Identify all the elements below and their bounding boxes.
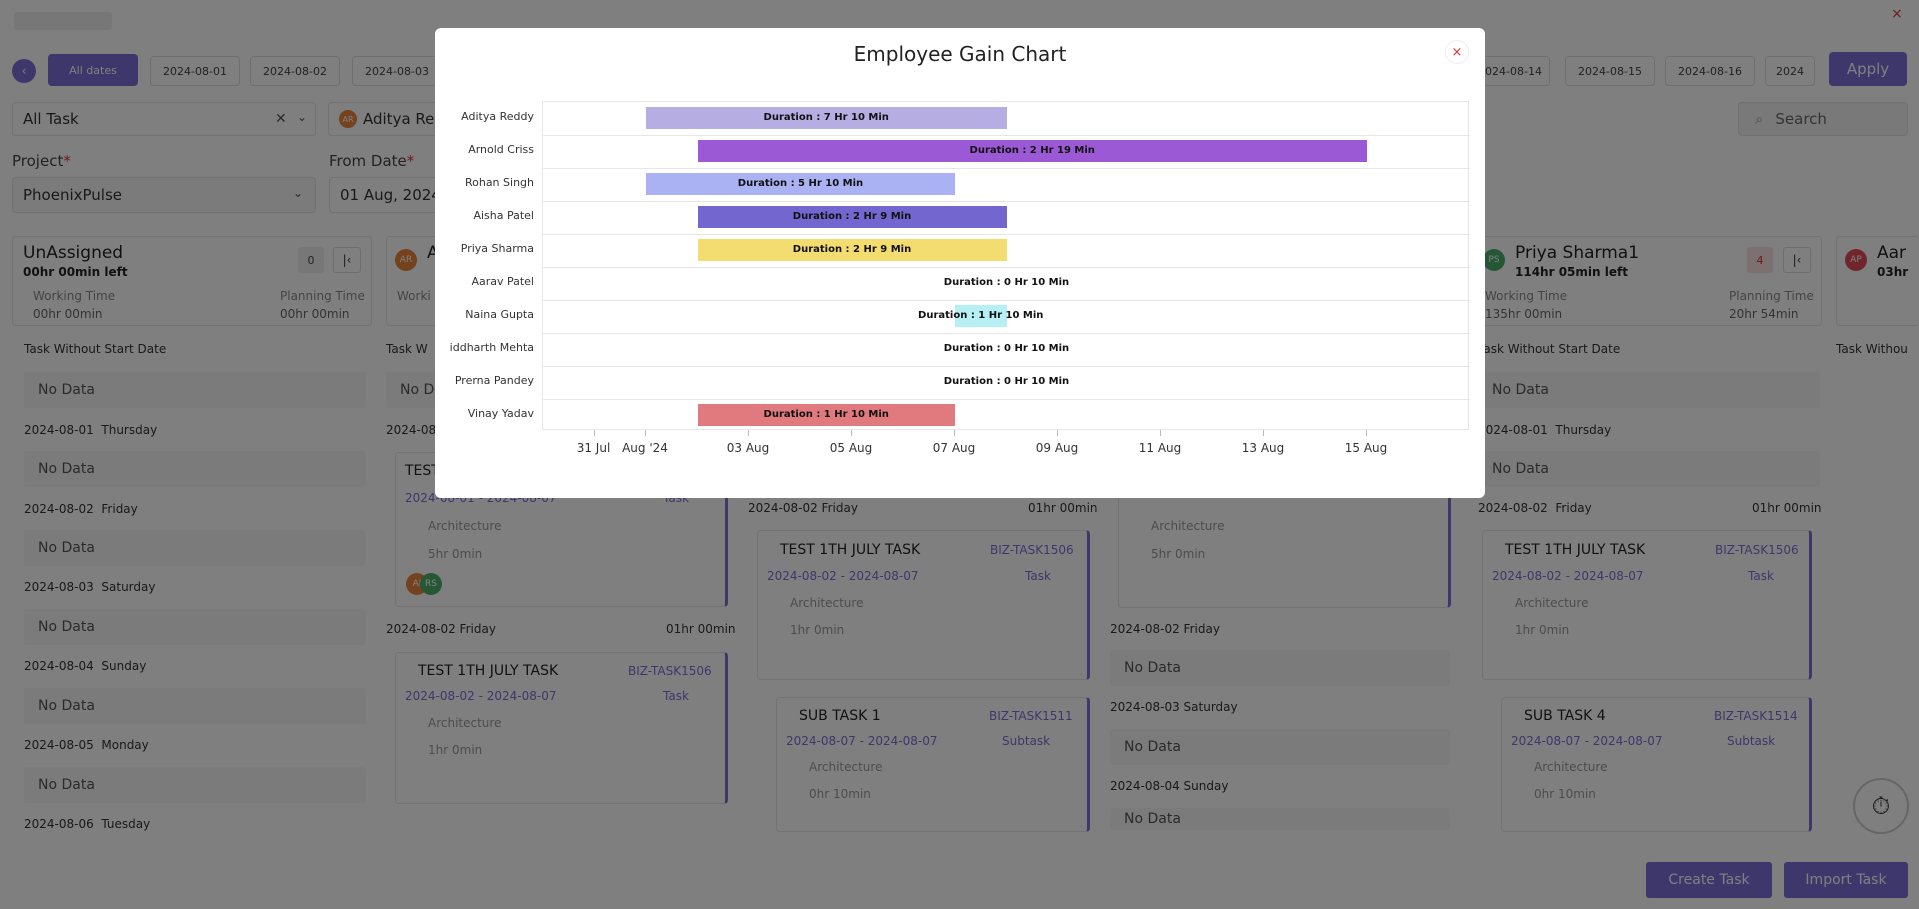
employee-name: Priya Sharma	[460, 242, 534, 255]
x-tick-label: 07 Aug	[932, 441, 976, 455]
employee-name: Naina Gupta	[465, 308, 534, 321]
gantt-bar[interactable]	[646, 173, 955, 195]
gantt-bar-label: Duration : 0 Hr 10 Min	[943, 277, 1070, 288]
employee-name: Vinay Yadav	[467, 407, 534, 420]
x-tick-mark	[1057, 430, 1058, 436]
x-tick-label: 11 Aug	[1138, 441, 1182, 455]
gantt-bar[interactable]	[646, 107, 1007, 129]
x-tick-mark	[851, 430, 852, 436]
modal-title: Employee Gain Chart	[853, 42, 1067, 66]
x-tick-mark	[748, 430, 749, 436]
gantt-bar-label: Duration : 1 Hr 10 Min	[918, 310, 1044, 321]
row-gridline	[543, 168, 1470, 169]
x-tick-mark	[593, 430, 595, 436]
gantt-bar-label: Duration : 2 Hr 19 Min	[969, 145, 1095, 156]
gantt-bar-label: Duration : 2 Hr 9 Min	[792, 211, 912, 222]
gantt-bar[interactable]	[697, 140, 1367, 162]
gantt-bar[interactable]	[955, 305, 1007, 327]
employee-name: iddharth Mehta	[449, 341, 534, 354]
gantt-bar[interactable]	[697, 404, 955, 426]
row-gridline	[543, 333, 1470, 334]
gantt-bar-label: Duration : 1 Hr 10 Min	[763, 409, 889, 420]
x-tick-mark	[1160, 430, 1161, 436]
row-gridline	[543, 366, 1470, 367]
x-tick-mark	[954, 430, 955, 436]
x-tick-mark	[645, 430, 646, 436]
gantt-bar-label: Duration : 2 Hr 9 Min	[792, 244, 912, 255]
row-gridline	[543, 300, 1470, 301]
gantt-bar-label: Duration : 0 Hr 10 Min	[943, 376, 1070, 387]
x-tick-mark	[1263, 430, 1264, 436]
row-gridline	[543, 234, 1470, 235]
x-tick-label: Aug '24	[622, 441, 668, 455]
gantt-bar[interactable]	[697, 239, 1007, 261]
x-tick-label: 03 Aug	[726, 441, 770, 455]
x-tick-label: 31 Jul	[576, 441, 611, 455]
employee-name: Arnold Criss	[468, 143, 534, 156]
gantt-bar-label: Duration : 7 Hr 10 Min	[763, 112, 889, 123]
employee-name: Aisha Patel	[473, 209, 534, 222]
employee-name: Aarav Patel	[471, 275, 534, 288]
employee-name: Aditya Reddy	[461, 110, 534, 123]
gantt-plot-area: Duration : 7 Hr 10 Min Duration : 2 Hr 19…	[542, 101, 1470, 430]
x-tick-label: 05 Aug	[829, 441, 873, 455]
row-gridline	[543, 135, 1470, 136]
row-gridline	[543, 267, 1470, 268]
close-icon[interactable]: ×	[1445, 40, 1469, 64]
employee-gain-chart-modal: Employee Gain Chart × Aditya Reddy Arnold…	[435, 28, 1485, 498]
gantt-bar-label: Duration : 5 Hr 10 Min	[737, 178, 864, 189]
employee-name: Prerna Pandey	[454, 374, 534, 387]
x-tick-label: 15 Aug	[1344, 441, 1388, 455]
x-tick-mark	[1366, 430, 1367, 436]
row-gridline	[543, 399, 1470, 400]
gantt-bar-label: Duration : 0 Hr 10 Min	[943, 343, 1070, 354]
gantt-bar[interactable]	[697, 206, 1007, 228]
row-gridline	[543, 201, 1470, 202]
employee-name: Rohan Singh	[464, 176, 534, 189]
x-tick-label: 09 Aug	[1035, 441, 1079, 455]
x-tick-label: 13 Aug	[1241, 441, 1285, 455]
